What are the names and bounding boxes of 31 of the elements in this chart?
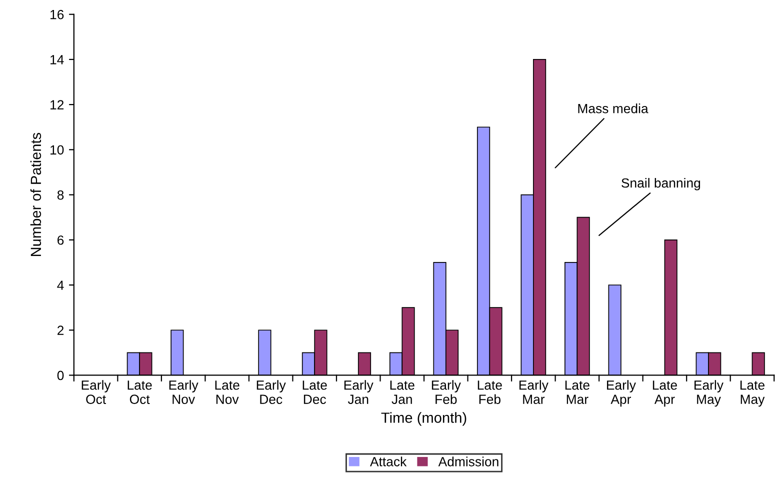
y-tick-label: 14 [50, 55, 64, 64]
x-tick-label: Late Mar [565, 380, 590, 404]
x-tick-label: Early Feb [432, 380, 461, 404]
y-tick-label: 0 [57, 370, 64, 380]
x-tick-label: Late Jan [390, 380, 414, 404]
y-tick-label: 16 [50, 10, 64, 20]
x-tick-label: Early Apr [606, 380, 636, 407]
x-tick-label: Late Oct [128, 380, 152, 404]
y-tick-label: 12 [50, 100, 64, 110]
x-tick-label: Early Oct [82, 380, 111, 404]
y-tick-label: 6 [58, 235, 64, 245]
x-tick-label: Early Mar [519, 380, 548, 404]
x-tick-label: Late May [740, 380, 765, 407]
annotation: Snail banning [622, 178, 700, 190]
x-tick-label: Late Feb [478, 380, 502, 404]
x-tick-label: Early May [694, 380, 724, 407]
x-tick-label: Early Jan [344, 380, 374, 404]
x-tick-label: Early Dec [256, 380, 286, 404]
y-tick-label: 10 [50, 145, 64, 155]
x-tick-label: Late Dec [302, 380, 327, 404]
legend-label: Admission [438, 456, 498, 466]
x-tick-label: Early Nov [169, 380, 198, 404]
y-tick-label: 8 [57, 190, 64, 200]
legend-label: Attack [370, 456, 407, 466]
x-tick-label: Late Apr [652, 380, 677, 407]
x-tick-label: Late Nov [215, 380, 240, 404]
y-tick-label: 2 [58, 326, 64, 335]
x-axis-title: Time (month) [381, 412, 466, 426]
y-tick-label: 4 [57, 280, 64, 290]
y-axis-title: Number of Patients [30, 132, 42, 256]
annotation: Mass media [578, 104, 648, 114]
